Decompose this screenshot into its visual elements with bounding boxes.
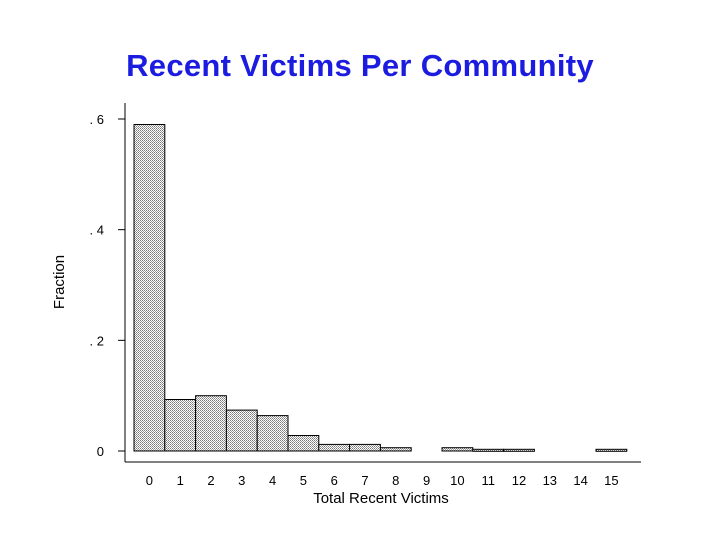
- x-tick-label: 15: [604, 473, 618, 488]
- axes-layer: [124, 103, 641, 463]
- chart-title: Recent Victims Per Community: [126, 48, 594, 83]
- y-tick-label: . 2: [90, 333, 104, 348]
- x-tick-label: 0: [146, 473, 153, 488]
- y-tick-label: . 4: [90, 223, 104, 238]
- x-tick-label: 12: [512, 473, 526, 488]
- bar-12: [503, 448, 535, 452]
- bar-15: [595, 448, 628, 452]
- bar-2: [195, 395, 227, 452]
- bar-0: [133, 124, 166, 452]
- bar-3: [225, 409, 258, 452]
- x-tick-label: 4: [269, 473, 276, 488]
- y-axis-label: Fraction: [51, 255, 68, 309]
- bar-6: [318, 443, 351, 452]
- x-tick-label: 3: [238, 473, 245, 488]
- x-axis-label: Total Recent Victims: [313, 490, 449, 507]
- bar-1: [164, 399, 197, 452]
- x-tick-label: 9: [423, 473, 430, 488]
- y-tick-label: . 6: [90, 112, 104, 127]
- bar-5: [287, 435, 320, 452]
- x-tick-label: 13: [543, 473, 557, 488]
- bar-8: [379, 447, 412, 452]
- x-tick-label: 14: [573, 473, 587, 488]
- bar-7: [349, 443, 381, 452]
- x-tick-label: 10: [450, 473, 464, 488]
- y-ticks: 0 . 2 . 4 . 6: [90, 112, 125, 459]
- bar-10: [441, 447, 474, 452]
- bar-11: [472, 448, 505, 452]
- x-tick-label: 7: [361, 473, 368, 488]
- x-ticks: 0 1 2 3 4 5 6 7 8 9 10 11 12 13 14 15: [146, 473, 619, 488]
- x-tick-label: 2: [207, 473, 214, 488]
- bars-layer: [133, 124, 628, 452]
- y-tick-label: 0: [97, 444, 104, 459]
- x-tick-label: 11: [481, 473, 495, 488]
- bar-4: [256, 415, 289, 452]
- x-tick-label: 6: [331, 473, 338, 488]
- x-tick-label: 5: [300, 473, 307, 488]
- x-tick-label: 1: [177, 473, 184, 488]
- x-tick-label: 8: [392, 473, 399, 488]
